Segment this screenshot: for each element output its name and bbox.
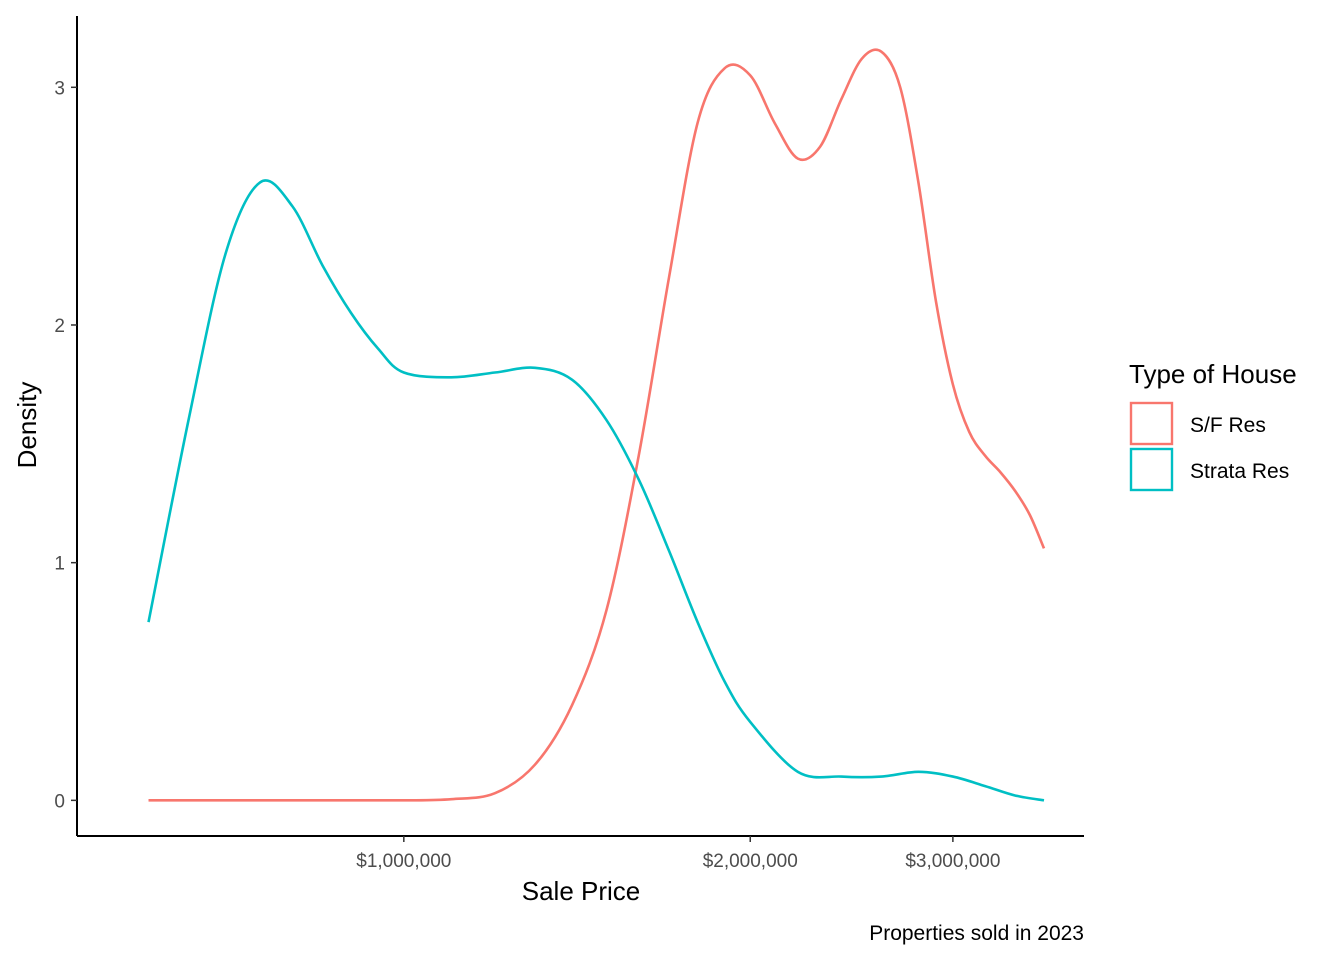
legend-key — [1129, 447, 1174, 492]
x-tick-label: $1,000,000 — [356, 851, 451, 872]
x-tick-label: $2,000,000 — [703, 851, 798, 872]
legend-label: Strata Res — [1190, 460, 1289, 483]
chart-caption: Properties sold in 2023 — [869, 922, 1084, 945]
y-tick-label: 0 — [54, 791, 65, 812]
legend-key — [1129, 401, 1174, 446]
legend-title: Type of House — [1129, 359, 1297, 389]
y-tick-label: 3 — [54, 78, 65, 99]
legend: Type of House S/F Res Strata Res — [1129, 359, 1297, 492]
plot-area: 0 1 2 3 $1,000,000 $2,000,000 $3,000,000 — [54, 16, 1084, 872]
x-axis-title: Sale Price — [522, 876, 641, 906]
y-axis-title: Density — [12, 382, 42, 469]
y-tick-label: 2 — [54, 316, 65, 337]
density-line-strata-res — [147, 179, 1045, 802]
x-tick-label: $3,000,000 — [905, 851, 1000, 872]
density-line-s-f-res — [148, 48, 1046, 802]
legend-label: S/F Res — [1190, 414, 1266, 437]
y-tick-label: 1 — [54, 554, 65, 575]
y-axis-ticks: 0 1 2 3 — [54, 78, 77, 812]
x-axis-ticks: $1,000,000 $2,000,000 $3,000,000 — [356, 836, 1000, 872]
series-lines — [147, 48, 1046, 802]
